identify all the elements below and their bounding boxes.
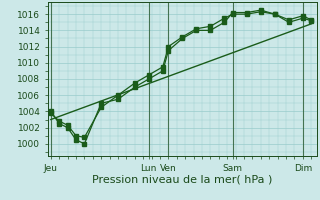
X-axis label: Pression niveau de la mer( hPa ): Pression niveau de la mer( hPa ) xyxy=(92,174,273,184)
